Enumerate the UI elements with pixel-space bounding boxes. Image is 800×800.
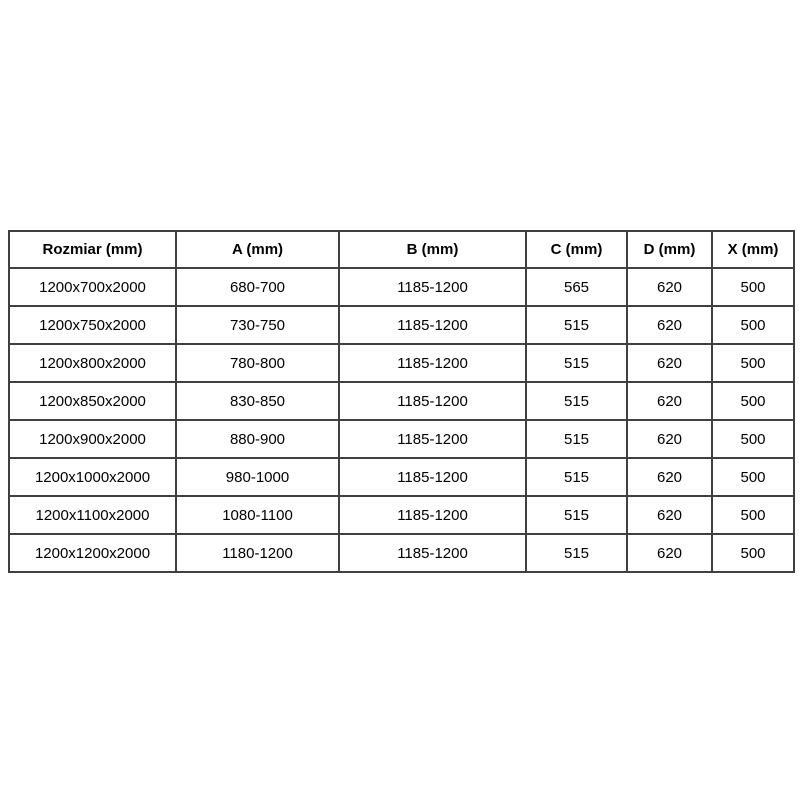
- column-header: A (mm): [175, 230, 340, 269]
- table-cell: 880-900: [175, 419, 340, 459]
- table-cell: 620: [626, 343, 713, 383]
- table-cell: 980-1000: [175, 457, 340, 497]
- table-cell: 1185-1200: [338, 419, 527, 459]
- table-cell: 515: [525, 533, 628, 573]
- table-cell: 1185-1200: [338, 533, 527, 573]
- table-cell: 620: [626, 457, 713, 497]
- table-cell: 1200x750x2000: [8, 305, 177, 345]
- table-cell: 500: [711, 457, 795, 497]
- table-cell: 1185-1200: [338, 381, 527, 421]
- table-cell: 620: [626, 533, 713, 573]
- column-header: D (mm): [626, 230, 713, 269]
- table-cell: 500: [711, 267, 795, 307]
- table-cell: 1185-1200: [338, 305, 527, 345]
- table-header-row: Rozmiar (mm) A (mm) B (mm) C (mm) D (mm) X (m…: [8, 230, 795, 269]
- table-cell: 1200x1000x2000: [8, 457, 177, 497]
- table-cell: 515: [525, 305, 628, 345]
- table-cell: 1200x700x2000: [8, 267, 177, 307]
- table-cell: 620: [626, 419, 713, 459]
- table-cell: 1185-1200: [338, 267, 527, 307]
- table-cell: 1080-1100: [175, 495, 340, 535]
- table-cell: 620: [626, 305, 713, 345]
- table-cell: 620: [626, 381, 713, 421]
- table-row: 1200x700x2000 680-700 1185-1200 565 620 500: [8, 267, 795, 307]
- table-cell: 515: [525, 495, 628, 535]
- table-row: 1200x750x2000 730-750 1185-1200 515 620 500: [8, 305, 795, 345]
- table-cell: 620: [626, 267, 713, 307]
- table-row: 1200x1200x2000 1180-1200 1185-1200 515 620 50…: [8, 533, 795, 573]
- table-cell: 830-850: [175, 381, 340, 421]
- table-row: 1200x850x2000 830-850 1185-1200 515 620 500: [8, 381, 795, 421]
- table-row: 1200x1000x2000 980-1000 1185-1200 515 620 500: [8, 457, 795, 497]
- table-cell: 515: [525, 343, 628, 383]
- table-cell: 565: [525, 267, 628, 307]
- table-body: 1200x700x2000 680-700 1185-1200 565 620 500 12…: [8, 267, 795, 573]
- table-row: 1200x900x2000 880-900 1185-1200 515 620 500: [8, 419, 795, 459]
- column-header: Rozmiar (mm): [8, 230, 177, 269]
- table-cell: 730-750: [175, 305, 340, 345]
- table-cell: 1200x800x2000: [8, 343, 177, 383]
- table-cell: 1200x1200x2000: [8, 533, 177, 573]
- table-row: 1200x1100x2000 1080-1100 1185-1200 515 620 50…: [8, 495, 795, 535]
- table-cell: 1185-1200: [338, 495, 527, 535]
- table-cell: 780-800: [175, 343, 340, 383]
- table-cell: 515: [525, 457, 628, 497]
- table-cell: 500: [711, 343, 795, 383]
- table-cell: 500: [711, 533, 795, 573]
- table-cell: 515: [525, 419, 628, 459]
- table-cell: 500: [711, 305, 795, 345]
- size-table: Rozmiar (mm) A (mm) B (mm) C (mm) D (mm) X (m…: [8, 230, 795, 573]
- table-cell: 500: [711, 495, 795, 535]
- table-cell: 1185-1200: [338, 343, 527, 383]
- column-header: X (mm): [711, 230, 795, 269]
- table-cell: 500: [711, 419, 795, 459]
- table-cell: 1200x850x2000: [8, 381, 177, 421]
- table-cell: 680-700: [175, 267, 340, 307]
- table-cell: 620: [626, 495, 713, 535]
- column-header: B (mm): [338, 230, 527, 269]
- table-cell: 500: [711, 381, 795, 421]
- table-cell: 1185-1200: [338, 457, 527, 497]
- table-cell: 1200x1100x2000: [8, 495, 177, 535]
- table-cell: 1200x900x2000: [8, 419, 177, 459]
- table-row: 1200x800x2000 780-800 1185-1200 515 620 500: [8, 343, 795, 383]
- column-header: C (mm): [525, 230, 628, 269]
- table-cell: 1180-1200: [175, 533, 340, 573]
- table-cell: 515: [525, 381, 628, 421]
